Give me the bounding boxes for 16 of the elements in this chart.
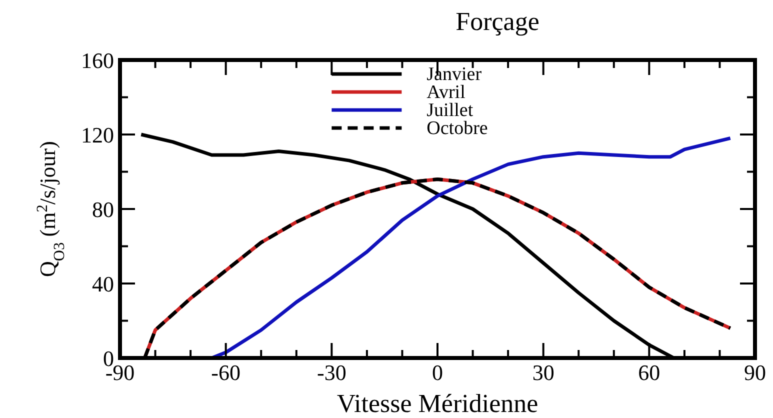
y-tick-label: 80 (92, 197, 114, 222)
legend-label: Juillet (426, 100, 474, 121)
x-tick-label: 60 (638, 360, 660, 385)
x-tick-label: 0 (432, 360, 443, 385)
legend-label: Avril (426, 82, 466, 103)
x-tick-label: 30 (532, 360, 554, 385)
legend-label: Octobre (426, 118, 488, 139)
x-tick-label: -30 (317, 360, 346, 385)
x-axis-title: Vitesse Méridienne (336, 389, 538, 418)
chart-title: Forçage (456, 7, 540, 36)
x-tick-label: -60 (211, 360, 240, 385)
y-tick-label: 40 (92, 272, 114, 296)
y-tick-label: 160 (81, 48, 114, 73)
y-tick-label: 120 (81, 122, 114, 148)
x-tick-label: 90 (744, 360, 766, 385)
legend-label: Janvier (426, 64, 482, 85)
